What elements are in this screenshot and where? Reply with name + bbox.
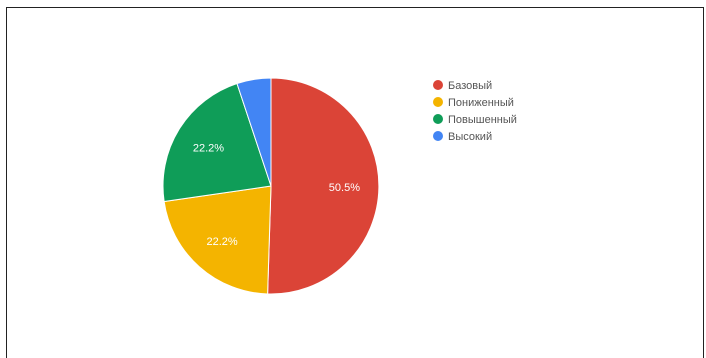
legend-marker-vysokii — [433, 131, 443, 141]
legend-label-povyshennyi: Повышенный — [448, 114, 517, 126]
pie-slice-ponizhennyi — [163, 185, 272, 295]
pie-slice-bazovyi — [267, 77, 380, 295]
legend-marker-povyshennyi — [433, 114, 443, 124]
pie-slice-povyshennyi — [162, 82, 272, 203]
data-label-ponizhennyi: 22.2% — [206, 236, 237, 248]
data-label-povyshennyi: 22.2% — [193, 142, 224, 154]
legend-label-bazovyi: Базовый — [448, 80, 492, 92]
pie-slice-vysokii — [236, 77, 272, 187]
legend-marker-bazovyi — [433, 80, 443, 90]
legend-label-vysokii: Высокий — [448, 131, 492, 143]
pie-data-labels: 50.5% 22.2% 22.2% — [193, 142, 360, 247]
pie-slices — [162, 77, 380, 295]
data-label-bazovyi: 50.5% — [329, 182, 360, 194]
chart-legend: Базовый Пониженный Повышенный Высокий — [433, 80, 517, 143]
legend-label-ponizhennyi: Пониженный — [448, 97, 514, 109]
legend-marker-ponizhennyi — [433, 97, 443, 107]
